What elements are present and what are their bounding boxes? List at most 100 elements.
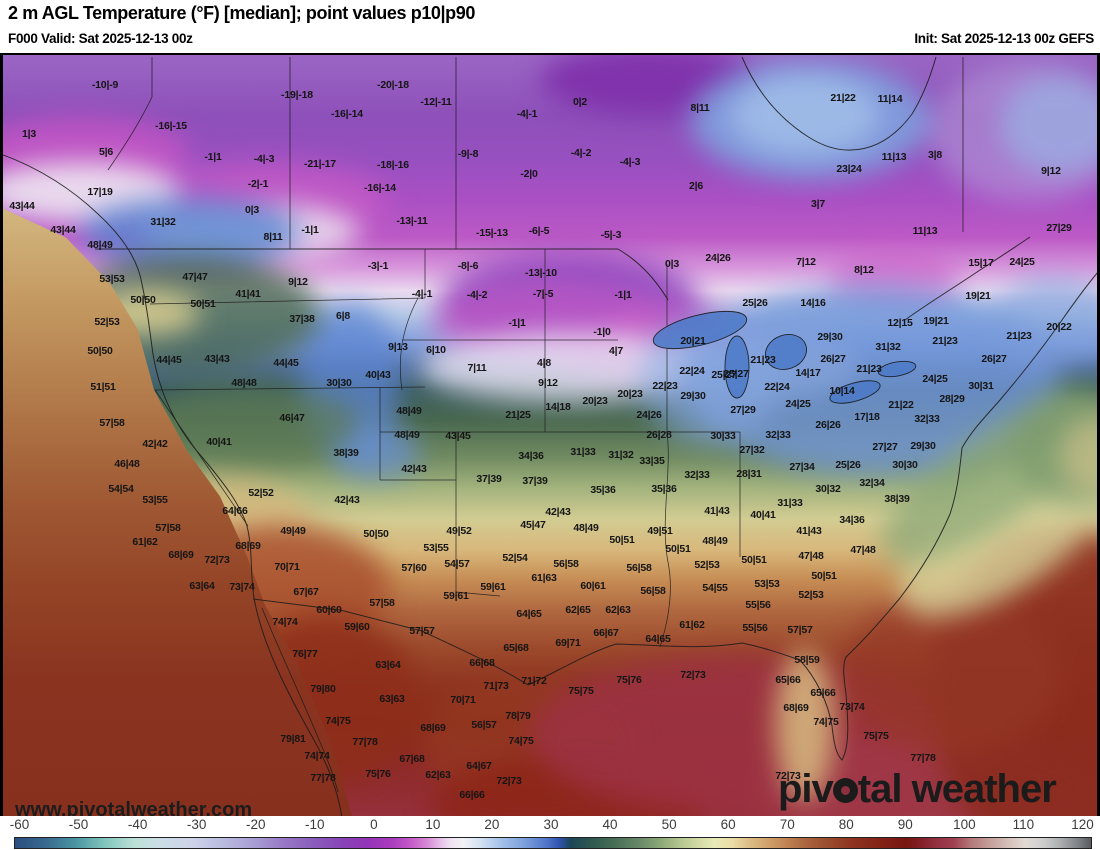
point-value: 9|13: [388, 341, 408, 353]
point-value: 79|81: [280, 733, 306, 745]
point-value: 19|21: [965, 290, 991, 302]
point-value: 53|55: [423, 542, 449, 554]
point-value: 46|47: [279, 412, 305, 424]
point-value: 74|74: [304, 750, 330, 762]
point-value: 62|63: [605, 604, 631, 616]
scale-tick: 110: [1012, 817, 1035, 832]
point-value: 52|53: [94, 316, 120, 328]
point-value: 47|48: [850, 544, 876, 556]
scale-tick: -60: [9, 817, 30, 832]
point-value: 42|43: [334, 494, 360, 506]
point-value: 28|29: [939, 393, 965, 405]
scale-tick: -10: [305, 817, 325, 832]
point-value: 27|32: [739, 444, 765, 456]
point-value: -9|-8: [457, 148, 479, 160]
scale-tick: 70: [779, 817, 795, 832]
point-value: 48|48: [231, 377, 257, 389]
header: 2 m AGL Temperature (°F) [median]; point…: [0, 0, 1100, 53]
point-value: -4|-3: [619, 156, 641, 168]
point-value: 61|63: [531, 572, 557, 584]
point-value: 31|33: [777, 497, 803, 509]
point-value: 26|27: [981, 353, 1007, 365]
point-value: 55|56: [745, 599, 771, 611]
point-value: 32|33: [914, 413, 940, 425]
point-value: 23|24: [836, 163, 862, 175]
point-value: -15|-13: [476, 227, 508, 239]
color-scale: -60 -50 -40 -30 -20 -10 0 10 20 30 40 50 60 70 80 90 100…: [0, 816, 1100, 850]
point-value: 59|61: [480, 581, 506, 593]
point-value: 34|36: [839, 514, 865, 526]
point-value: 14|18: [545, 401, 571, 413]
point-value: 67|68: [399, 753, 425, 765]
point-value: -7|-5: [532, 288, 554, 300]
point-value: 66|66: [459, 789, 485, 801]
point-value: 50|51: [190, 298, 216, 310]
point-value: 19|21: [923, 315, 949, 327]
point-value: -4|-1: [516, 108, 538, 120]
scale-tick: 100: [953, 817, 976, 832]
scale-tick: 120: [1071, 817, 1094, 832]
point-value: 22|23: [652, 380, 678, 392]
point-value: 0|3: [664, 258, 680, 270]
point-value: -4|-1: [411, 288, 433, 300]
point-value: 74|75: [813, 716, 839, 728]
point-value: 55|56: [742, 622, 768, 634]
point-value: 57|58: [99, 417, 125, 429]
point-value: 7|12: [796, 256, 816, 268]
point-value: 63|63: [379, 693, 405, 705]
scale-gradient-bar: [14, 837, 1092, 849]
point-value: 8|12: [854, 264, 874, 276]
point-value: -1|1: [508, 317, 526, 329]
point-value: 56|58: [553, 558, 579, 570]
point-value: -16|-15: [155, 120, 187, 132]
point-values-layer: -10|-9 -19|-18 -16|-14 1|3 -16|-15 5|6 -1|1 -4|…: [0, 55, 1100, 816]
point-value: 11|14: [877, 93, 903, 105]
point-value: 57|57: [787, 624, 813, 636]
point-value: -19|-18: [281, 89, 313, 101]
point-value: 41|43: [796, 525, 822, 537]
point-value: 57|57: [409, 625, 435, 637]
point-value: 59|60: [344, 621, 370, 633]
point-value: 52|52: [248, 487, 274, 499]
point-value: -8|-6: [457, 260, 479, 272]
scale-tick: 90: [897, 817, 913, 832]
init-time: Init: Sat 2025-12-13 00z GEFS: [914, 31, 1094, 46]
point-value: 21|25: [505, 409, 531, 421]
point-value: 54|55: [702, 582, 728, 594]
map-frame-left: [0, 55, 3, 816]
point-value: 2|6: [688, 180, 704, 192]
point-value: 22|24: [764, 381, 790, 393]
point-value: 42|43: [545, 506, 571, 518]
point-value: 52|53: [798, 589, 824, 601]
point-value: 14|16: [800, 297, 826, 309]
point-value: 71|72: [521, 675, 547, 687]
point-value: 54|57: [444, 558, 470, 570]
point-value: 24|26: [636, 409, 662, 421]
point-value: 30|30: [326, 377, 352, 389]
point-value: 1|3: [21, 128, 37, 140]
point-value: -2|-1: [247, 178, 269, 190]
point-value: -13|-11: [396, 215, 428, 227]
point-value: 53|55: [142, 494, 168, 506]
point-value: 41|43: [704, 505, 730, 517]
point-value: 21|22: [888, 399, 914, 411]
point-value: 24|25: [922, 373, 948, 385]
point-value: 35|36: [590, 484, 616, 496]
point-value: 38|39: [333, 447, 359, 459]
point-value: -13|-10: [525, 267, 557, 279]
point-value: 29|30: [680, 390, 706, 402]
point-value: 25|27: [711, 369, 737, 381]
point-value: -18|-16: [377, 159, 409, 171]
point-value: 68|69: [168, 549, 194, 561]
map-title: 2 m AGL Temperature (°F) [median]; point…: [8, 3, 475, 23]
point-value: 48|49: [702, 535, 728, 547]
point-value: 60|61: [580, 580, 606, 592]
point-value: 17|18: [854, 411, 880, 423]
point-value: 27|27: [872, 441, 898, 453]
point-value: 72|73: [775, 770, 801, 782]
point-value: -20|-18: [377, 79, 409, 91]
point-value: 27|29: [1046, 222, 1072, 234]
gear-icon: [832, 778, 858, 803]
point-value: 31|33: [570, 446, 596, 458]
